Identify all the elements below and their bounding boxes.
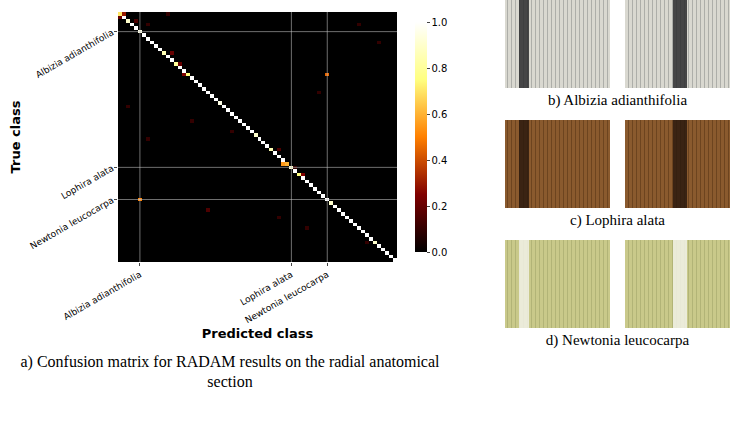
html-text:b) Albizia adianthifolia: b) Albizia adianthifolia — [547, 92, 688, 108]
svg-text:True class: True class — [8, 100, 23, 173]
svg-text:Albizia adianthifolia: Albizia adianthifolia — [62, 269, 144, 322]
svg-text:0.6: 0.6 — [432, 109, 448, 120]
svg-text:Albizia adianthifolia: Albizia adianthifolia — [34, 27, 116, 80]
svg-text:0.0: 0.0 — [432, 247, 448, 258]
svg-text:0.4: 0.4 — [432, 155, 448, 166]
svg-text:Newtonia leucocarpa: Newtonia leucocarpa — [243, 269, 330, 325]
html-text:d) Newtonia leucocarpa: d) Newtonia leucocarpa — [545, 332, 690, 348]
html-text:c) Lophira alata: c) Lophira alata — [570, 212, 665, 228]
svg-text:Predicted class: Predicted class — [202, 326, 314, 341]
html-text:a) Confusion matrix for RADAM: a) Confusion matrix for RADAM results on… — [20, 353, 440, 390]
svg-text:0.8: 0.8 — [432, 63, 448, 74]
svg-text:1.0: 1.0 — [432, 17, 448, 28]
svg-text:Lophira alata: Lophira alata — [239, 269, 295, 307]
svg-text:Newtonia leucocarpa: Newtonia leucocarpa — [28, 195, 115, 251]
svg-text:Lophira alata: Lophira alata — [59, 163, 115, 201]
svg-text:0.2: 0.2 — [432, 201, 448, 212]
